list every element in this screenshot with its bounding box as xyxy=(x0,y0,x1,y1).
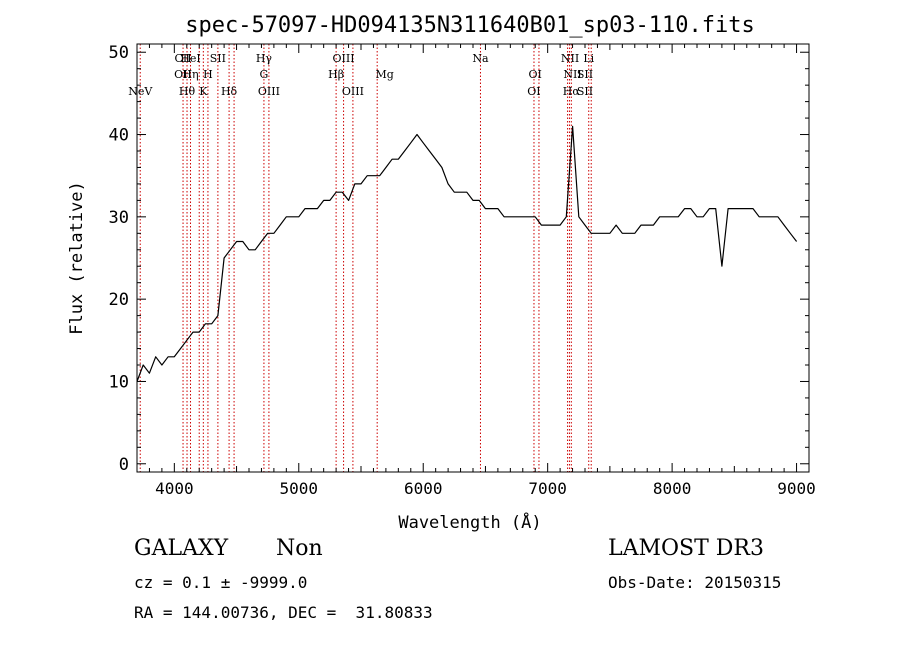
line-label: K xyxy=(199,85,208,98)
y-tick-label: 30 xyxy=(109,208,129,228)
survey-label: LAMOST DR3 xyxy=(608,536,764,561)
y-tick-label: 20 xyxy=(109,290,129,310)
line-label: NII xyxy=(561,52,579,65)
line-label: Hθ xyxy=(179,85,196,98)
obs-date: Obs-Date: 20150315 xyxy=(608,573,782,592)
line-label: OIII xyxy=(342,85,364,98)
plot-frame xyxy=(136,43,810,473)
y-tick-label: 0 xyxy=(119,455,129,475)
redshift-readout: cz = 0.1 ± -9999.0 xyxy=(134,573,308,592)
line-label: NII xyxy=(563,68,581,81)
line-label: Hη xyxy=(182,68,198,81)
chart-title: spec-57097-HD094135N311640B01_sp03-110.f… xyxy=(185,13,755,38)
x-tick-label: 9000 xyxy=(777,479,816,498)
axis-ticks: 4000 5000 6000 7000 8000 9000 0 10 20 30 40 50 xyxy=(109,43,816,498)
x-tick-label: 4000 xyxy=(155,479,194,498)
line-label: NeV xyxy=(128,85,153,98)
y-tick-label: 40 xyxy=(109,126,129,146)
y-tick-label: 50 xyxy=(109,43,129,63)
x-tick-label: 5000 xyxy=(280,479,319,498)
line-label: SII xyxy=(577,68,593,81)
line-label: OII xyxy=(174,68,192,81)
line-label: OI xyxy=(527,85,540,98)
x-tick-label: 6000 xyxy=(404,479,443,498)
line-label: Hβ xyxy=(328,68,344,81)
line-label: HeI xyxy=(180,52,200,65)
line-label: H xyxy=(203,68,213,81)
line-label: SII xyxy=(577,85,593,98)
line-label: Hδ xyxy=(221,85,238,98)
x-tick-label: 7000 xyxy=(528,479,567,498)
line-label: Mg xyxy=(375,68,393,81)
line-label: G xyxy=(260,68,269,81)
line-label: OIII xyxy=(333,52,355,65)
line-label: CII xyxy=(174,52,191,65)
x-tick-label: 8000 xyxy=(653,479,692,498)
y-tick-label: 10 xyxy=(109,372,129,392)
line-label: SII xyxy=(210,52,226,65)
radec-readout: RA = 144.00736, DEC = 31.80833 xyxy=(134,603,433,622)
line-label: Hα xyxy=(563,85,581,98)
line-label: OIII xyxy=(258,85,280,98)
object-class: GALAXY xyxy=(134,536,229,561)
line-label: Li xyxy=(583,52,594,65)
line-marker-group xyxy=(139,44,592,472)
x-axis-label: Wavelength (Å) xyxy=(398,511,541,533)
spectrum-line xyxy=(136,125,798,382)
line-label: Na xyxy=(472,52,489,65)
spectrum-series xyxy=(136,125,798,382)
line-label: OI xyxy=(529,68,542,81)
object-subclass: Non xyxy=(276,536,323,561)
y-axis-label: Flux (relative) xyxy=(67,181,87,335)
line-label: Hγ xyxy=(256,52,273,65)
